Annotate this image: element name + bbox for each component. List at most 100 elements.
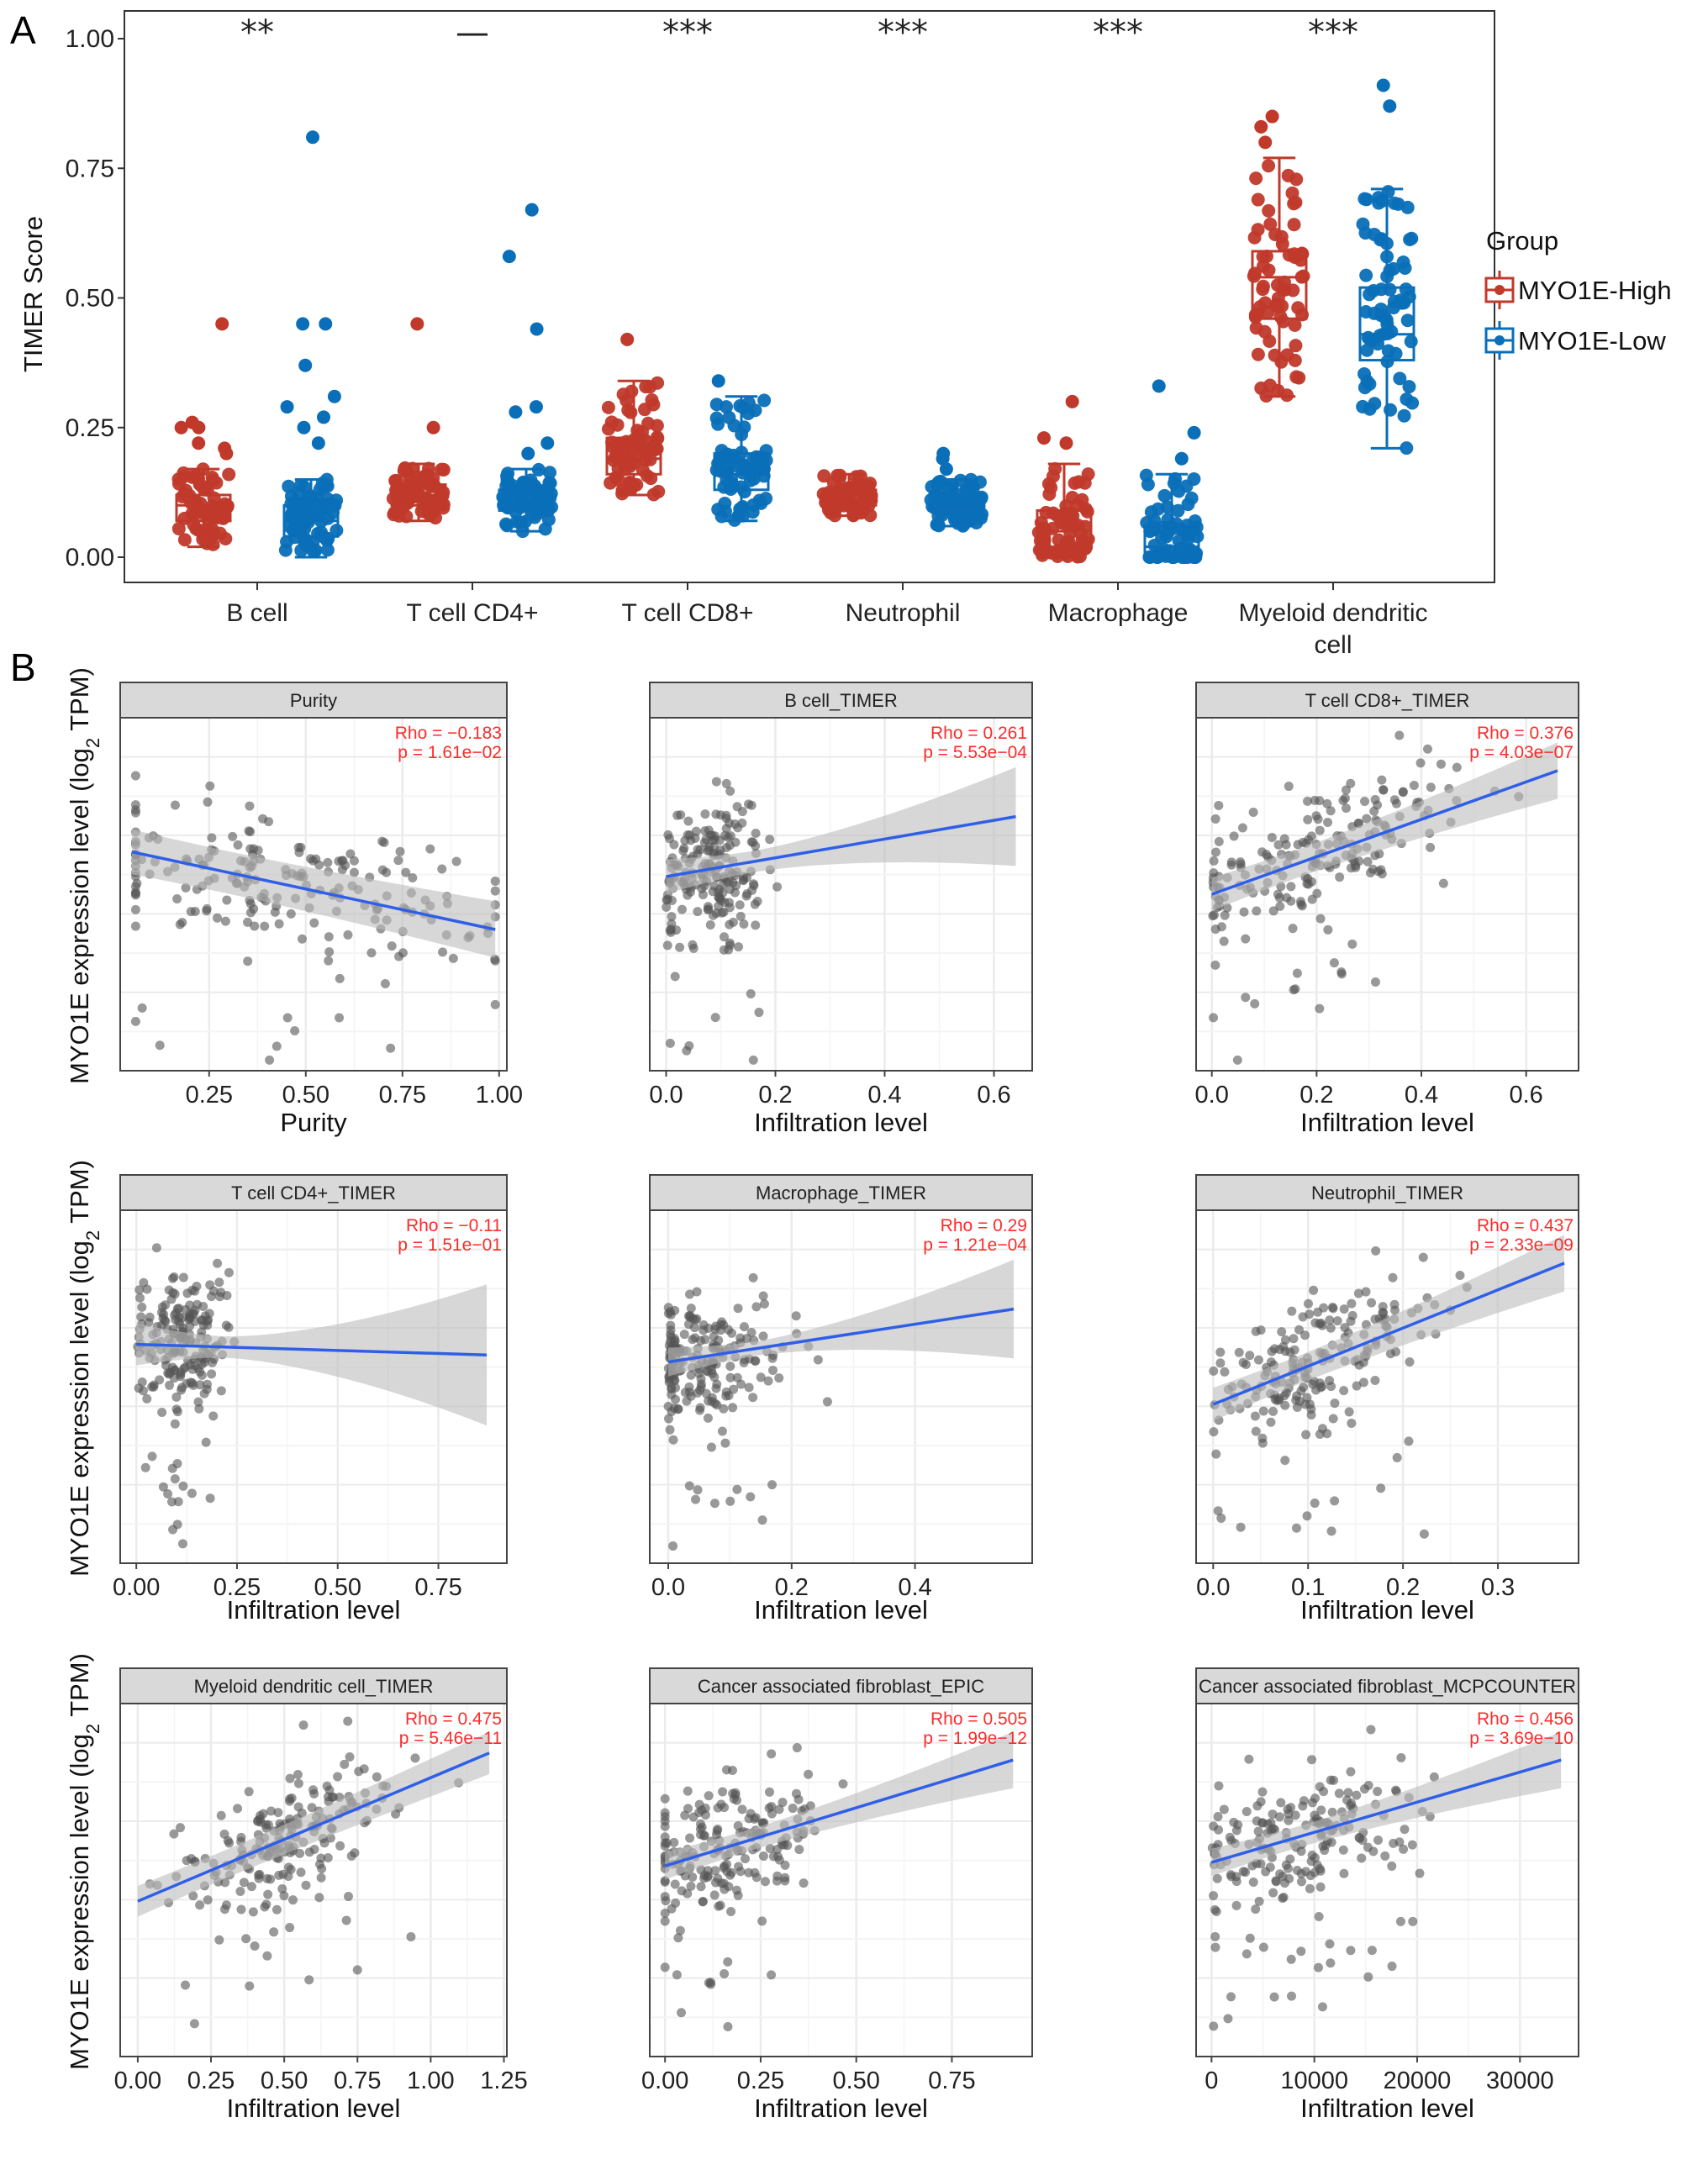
outlier-point	[215, 317, 229, 331]
scatter-point	[662, 902, 672, 912]
scatter-point	[779, 1840, 789, 1850]
facet-strip	[649, 1174, 1033, 1211]
scatter-point	[669, 1837, 679, 1847]
scatter-point	[1286, 882, 1296, 892]
legend-item-low[interactable]: MYO1E-Low	[1484, 321, 1666, 360]
scatter-point	[1404, 1436, 1414, 1446]
scatter-point	[1408, 1916, 1418, 1926]
scatter-point	[1241, 1949, 1252, 1959]
scatter-point	[137, 1302, 147, 1312]
scatter-point	[199, 1388, 209, 1398]
x-tick-label: Myeloid dendritic	[1238, 599, 1427, 627]
scatter-point	[1310, 1498, 1320, 1509]
data-point	[1397, 408, 1411, 423]
scatter-point	[214, 1277, 224, 1288]
data-point	[1359, 268, 1373, 282]
data-point	[959, 483, 973, 498]
scatter-point	[1379, 785, 1389, 795]
scatter-point	[663, 1309, 673, 1319]
scatter-point	[738, 875, 748, 885]
scatter-point	[1268, 906, 1278, 916]
scatter-point	[1336, 969, 1347, 979]
scatter-point	[236, 1904, 246, 1915]
x-tick-label: 0.0	[651, 1574, 685, 1601]
x-tick-label: 0	[1205, 2067, 1218, 2094]
scatter-point	[408, 873, 418, 883]
data-point	[1386, 261, 1400, 276]
scatter-point	[1286, 1954, 1296, 1964]
scatter-point	[1284, 1815, 1294, 1825]
y-title-end: TPM)	[65, 1160, 94, 1230]
x-tick-label: 1.25	[480, 2067, 527, 2094]
scatter-point	[285, 1773, 295, 1783]
scatter-point	[703, 902, 713, 912]
scatter-point	[788, 1804, 798, 1814]
facet-strip-label: Purity	[290, 690, 337, 711]
scatter-point	[691, 1494, 701, 1504]
scatter-point	[721, 1765, 731, 1775]
scatter-point	[394, 951, 404, 961]
scatter-point	[838, 1779, 848, 1789]
data-point	[543, 466, 557, 480]
scatter-point	[1291, 1523, 1301, 1533]
scatter-point	[156, 1320, 166, 1330]
scatter-point	[490, 999, 500, 1009]
scatter-point	[1214, 800, 1224, 810]
facet-strip-label: B cell_TIMER	[784, 690, 897, 711]
data-point	[1262, 159, 1276, 173]
scatter-point	[660, 1909, 670, 1919]
data-point	[1184, 491, 1199, 505]
scatter-point	[1303, 1298, 1313, 1309]
scatter-point	[182, 1856, 192, 1866]
scatter-point	[253, 1816, 263, 1826]
facet-frame	[649, 1209, 1033, 1564]
outlier-point	[319, 317, 333, 331]
scatter-point	[1286, 896, 1296, 906]
scatter-point	[1214, 1825, 1224, 1835]
scatter-point	[233, 840, 243, 850]
data-point	[1262, 203, 1276, 218]
scatter-point	[767, 1970, 777, 1980]
scatter-point	[261, 1899, 271, 1909]
scatter-point	[1419, 1529, 1429, 1539]
scatter-point	[1269, 1992, 1279, 2002]
data-point	[1256, 259, 1270, 273]
y-title-subscript: 2	[82, 1230, 103, 1240]
panel-a-x-axis: B cell T cell CD4+ T cell CD8+ Neutrophil Ma…	[226, 582, 1428, 659]
outlier-point	[280, 400, 294, 414]
x-tick-label: 0.1	[1291, 1574, 1325, 1601]
scatter-point	[1409, 780, 1419, 790]
scatter-point	[235, 1886, 245, 1896]
scatter-point	[410, 1753, 420, 1763]
scatter-point	[1347, 1310, 1357, 1320]
scatter-point	[715, 893, 725, 903]
scatter-point	[269, 1927, 279, 1937]
legend-item-high[interactable]: MYO1E-High	[1484, 271, 1672, 309]
x-tick-label: 0.6	[1510, 1082, 1543, 1109]
outlier-point	[1254, 119, 1268, 134]
scatter-point	[698, 1897, 708, 1907]
data-point	[932, 490, 946, 504]
scatter-point	[1343, 1788, 1353, 1798]
scatter-point	[1317, 2002, 1327, 2012]
scatter-point	[737, 807, 747, 817]
scatter-point	[706, 1442, 716, 1452]
p-value-label: p = 4.03e−07	[1469, 743, 1574, 762]
scatter-point	[1212, 1873, 1222, 1883]
scatter-point	[735, 1867, 746, 1877]
scatter-point	[1208, 911, 1218, 921]
scatter-point	[714, 835, 725, 845]
scatter-point	[263, 1820, 273, 1830]
data-point	[651, 484, 666, 498]
scatter-point	[1339, 1386, 1349, 1396]
scatter-point	[343, 1716, 353, 1726]
scatter-point	[723, 1957, 733, 1967]
panel-a-boxes	[171, 78, 1420, 564]
scatter-point	[778, 1798, 788, 1808]
scatter-point	[366, 948, 377, 958]
scatter-point	[317, 1863, 327, 1873]
scatter-point	[1234, 1347, 1244, 1357]
scatter-point	[1323, 818, 1333, 828]
facet-frame	[1195, 1209, 1579, 1564]
